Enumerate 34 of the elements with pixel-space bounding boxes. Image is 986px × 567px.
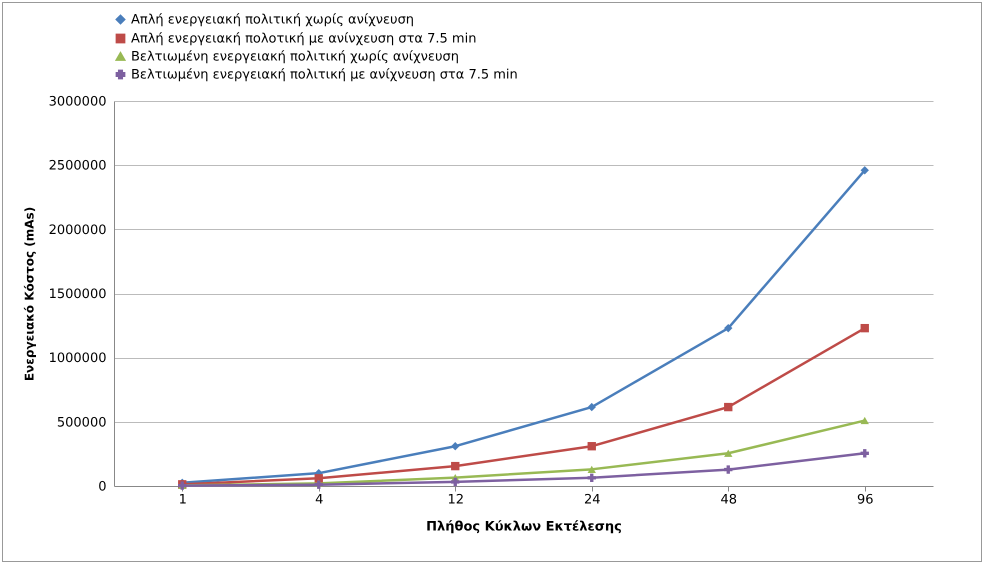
y-tick-label: 1000000 bbox=[48, 351, 106, 366]
point bbox=[588, 474, 596, 482]
x-tick-label: 12 bbox=[447, 492, 464, 508]
point bbox=[724, 324, 732, 332]
point bbox=[451, 442, 460, 450]
point bbox=[860, 324, 869, 332]
x-tick-label: 1 bbox=[178, 492, 187, 508]
x-tick-label: 48 bbox=[720, 492, 738, 508]
y-tick-label: 2000000 bbox=[48, 222, 106, 238]
legend-label: Απλή ενεργειακή πολοτική με ανίνχευση στα 7.5 min bbox=[131, 32, 476, 46]
point bbox=[860, 416, 869, 424]
point bbox=[588, 402, 596, 412]
y-tick-label: 0 bbox=[98, 480, 106, 494]
y-tick-label: 1500000 bbox=[48, 287, 106, 302]
point bbox=[724, 465, 732, 474]
legend-label: Βελτιωμένη ενεργειακή πολιτική με ανίχνευση στα 7.5 min bbox=[131, 68, 518, 82]
x-tick-label: 4 bbox=[315, 492, 324, 508]
y-tick-label: 3000000 bbox=[48, 94, 106, 110]
point bbox=[860, 449, 869, 458]
point bbox=[588, 466, 596, 473]
legend-label: Βελτιωμένη ενεργειακή πολιτική χωρίς ανίχνευση bbox=[131, 50, 459, 64]
y-axis-title: Ενεργειακό Κόστος (mAs) bbox=[22, 206, 37, 382]
point bbox=[724, 450, 732, 457]
point bbox=[588, 442, 596, 450]
point bbox=[724, 402, 732, 412]
point bbox=[451, 462, 460, 470]
point bbox=[860, 166, 869, 174]
y-tick-label: 2500000 bbox=[48, 158, 106, 174]
y-tick-label: 500000 bbox=[56, 415, 106, 430]
legend-label: Απλή ενεργειακή πολιτική χωρίς ανίχνευση bbox=[131, 12, 414, 28]
point bbox=[451, 478, 460, 486]
x-tick-label: 24 bbox=[584, 492, 601, 508]
x-tick-label: 96 bbox=[856, 492, 874, 508]
x-axis-title: Πλήθος Κύκλων Εκτέλεσης bbox=[426, 520, 622, 534]
